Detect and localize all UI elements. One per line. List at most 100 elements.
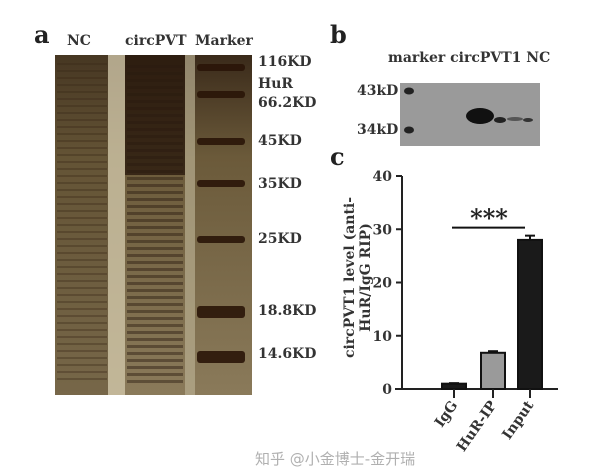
nc-band bbox=[57, 378, 107, 380]
bar-igg bbox=[441, 382, 467, 391]
nc-band bbox=[57, 371, 107, 373]
circpvt-band bbox=[127, 100, 183, 103]
circpvt-band bbox=[127, 65, 183, 68]
lane-nc bbox=[55, 55, 108, 395]
silver-stain-gel bbox=[55, 55, 252, 395]
circpvt-band bbox=[127, 240, 183, 243]
nc-band bbox=[57, 294, 107, 296]
bar-hur-ip bbox=[480, 351, 506, 390]
circpvt-band bbox=[127, 303, 183, 306]
nc-band bbox=[57, 329, 107, 331]
panel-b-letter: b bbox=[330, 20, 347, 49]
circpvt-band bbox=[127, 289, 183, 292]
x-tick-label: HuR-IP bbox=[454, 398, 501, 455]
circpvt-band bbox=[127, 317, 183, 320]
nc-band bbox=[57, 266, 107, 268]
nc-band bbox=[57, 315, 107, 317]
blot-lanes-header: marker circPVT1 NC bbox=[388, 50, 551, 66]
circpvt-band bbox=[127, 184, 183, 187]
nc-band bbox=[57, 70, 107, 72]
nc-band bbox=[57, 308, 107, 310]
circpvt-band bbox=[127, 205, 183, 208]
nc-band bbox=[57, 273, 107, 275]
nc-band bbox=[57, 175, 107, 177]
circpvt1-band bbox=[466, 108, 494, 124]
significance-stars: *** bbox=[470, 204, 508, 233]
nc-band bbox=[57, 91, 107, 93]
y-tick-label: 30 bbox=[373, 222, 393, 238]
nc-band-faint bbox=[507, 117, 523, 121]
circpvt-band bbox=[127, 233, 183, 236]
circpvt-band bbox=[127, 359, 183, 362]
nc-band bbox=[494, 117, 506, 123]
mw-label-25: 25KD bbox=[258, 231, 302, 247]
blot-size-43: 43kD bbox=[357, 83, 399, 99]
circpvt-band bbox=[127, 310, 183, 313]
marker-band bbox=[197, 64, 245, 71]
nc-band bbox=[57, 63, 107, 65]
circpvt-band bbox=[127, 191, 183, 194]
nc-band bbox=[57, 133, 107, 135]
nc-band bbox=[57, 105, 107, 107]
circpvt-band bbox=[127, 380, 183, 383]
mw-label-14-6: 14.6KD bbox=[258, 346, 317, 362]
marker-band-34 bbox=[404, 126, 414, 134]
circpvt-band bbox=[127, 212, 183, 215]
watermark: 知乎 @小金博士-金开瑞 bbox=[255, 450, 416, 468]
y-tick-label: 0 bbox=[382, 382, 392, 398]
nc-band bbox=[57, 238, 107, 240]
circpvt-band bbox=[127, 163, 183, 166]
nc-band bbox=[57, 231, 107, 233]
circpvt-band bbox=[127, 254, 183, 257]
x-tick-label: Input bbox=[499, 398, 537, 443]
nc-band bbox=[57, 154, 107, 156]
circpvt-band bbox=[127, 282, 183, 285]
nc-band bbox=[57, 350, 107, 352]
circpvt-band bbox=[127, 226, 183, 229]
y-tick-label: 40 bbox=[373, 169, 393, 185]
nc-band bbox=[57, 98, 107, 100]
nc-band bbox=[57, 301, 107, 303]
nc-band bbox=[57, 280, 107, 282]
nc-band bbox=[57, 77, 107, 79]
gel-gap bbox=[108, 55, 125, 395]
mw-label-66: 66.2KD bbox=[258, 95, 317, 111]
panel-c-letter: c bbox=[330, 142, 345, 171]
marker-band bbox=[197, 236, 245, 243]
circpvt-band bbox=[127, 114, 183, 117]
lane-label-nc: NC bbox=[67, 33, 91, 49]
panel-a-letter: a bbox=[34, 20, 50, 49]
nc-band bbox=[57, 252, 107, 254]
marker-band bbox=[197, 306, 245, 318]
y-tick-label: 20 bbox=[373, 276, 393, 292]
nc-band bbox=[57, 245, 107, 247]
blot-size-34: 34kD bbox=[357, 122, 399, 138]
circpvt-band bbox=[127, 366, 183, 369]
nc-band bbox=[57, 189, 107, 191]
mw-label-116: 116KD bbox=[258, 54, 312, 70]
marker-band bbox=[197, 138, 245, 145]
circpvt-band bbox=[127, 107, 183, 110]
lane-circpvt bbox=[125, 55, 185, 175]
circpvt-band bbox=[127, 275, 183, 278]
nc-band bbox=[57, 84, 107, 86]
mw-label-18-8: 18.8KD bbox=[258, 303, 317, 319]
y-axis-label: circPVT1 level (anti- bbox=[342, 197, 358, 358]
circpvt-band bbox=[127, 156, 183, 159]
nc-band bbox=[57, 119, 107, 121]
nc-band bbox=[57, 210, 107, 212]
circpvt-band bbox=[127, 324, 183, 327]
marker-band bbox=[197, 351, 245, 363]
circpvt-band bbox=[127, 142, 183, 145]
nc-band bbox=[57, 126, 107, 128]
circpvt-band bbox=[127, 86, 183, 89]
lane-label-circpvt: circPVT bbox=[125, 33, 187, 49]
circpvt-band bbox=[127, 170, 183, 173]
nc-band bbox=[57, 140, 107, 142]
nc-band bbox=[57, 203, 107, 205]
nc-band bbox=[57, 161, 107, 163]
circpvt-band bbox=[127, 198, 183, 201]
lane-label-marker: Marker bbox=[195, 33, 253, 49]
nc-band bbox=[57, 217, 107, 219]
